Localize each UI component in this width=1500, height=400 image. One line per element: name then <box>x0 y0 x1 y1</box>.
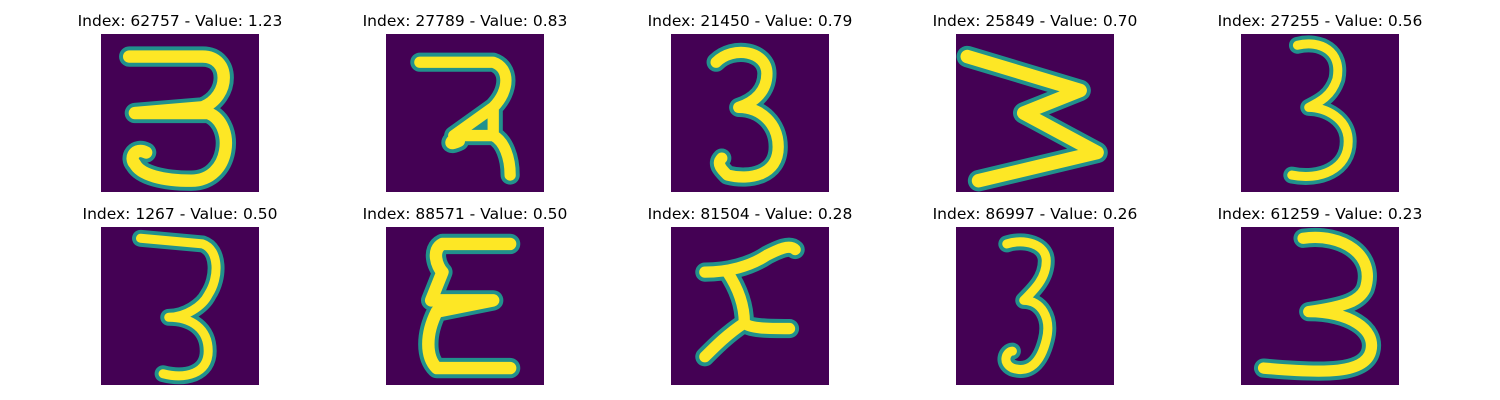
panel-title: Index: 86997 - Value: 0.26 <box>932 205 1138 223</box>
digit-image <box>671 34 829 192</box>
digit-image <box>1241 34 1399 192</box>
panel-title: Index: 61259 - Value: 0.23 <box>1217 205 1423 223</box>
digit-image <box>101 34 259 192</box>
panel-7: Index: 88571 - Value: 0.50 <box>335 193 595 385</box>
panel-8: Index: 81504 - Value: 0.28 <box>620 193 880 385</box>
panel-4: Index: 25849 - Value: 0.70 <box>905 0 1165 192</box>
panel-title: Index: 25849 - Value: 0.70 <box>932 12 1138 30</box>
digit-image <box>101 227 259 385</box>
digit-image <box>956 227 1114 385</box>
digit-image <box>956 34 1114 192</box>
panel-title: Index: 27255 - Value: 0.56 <box>1217 12 1423 30</box>
digit-image <box>386 34 544 192</box>
panel-title: Index: 21450 - Value: 0.79 <box>647 12 853 30</box>
digit-image <box>671 227 829 385</box>
panel-6: Index: 1267 - Value: 0.50 <box>50 193 310 385</box>
panel-title: Index: 1267 - Value: 0.50 <box>82 205 278 223</box>
panel-1: Index: 62757 - Value: 1.23 <box>50 0 310 192</box>
digit-image <box>386 227 544 385</box>
panel-2: Index: 27789 - Value: 0.83 <box>335 0 595 192</box>
panel-title: Index: 27789 - Value: 0.83 <box>362 12 568 30</box>
panel-3: Index: 21450 - Value: 0.79 <box>620 0 880 192</box>
panel-5: Index: 27255 - Value: 0.56 <box>1190 0 1450 192</box>
panel-9: Index: 86997 - Value: 0.26 <box>905 193 1165 385</box>
panel-title: Index: 81504 - Value: 0.28 <box>647 205 853 223</box>
digit-image <box>1241 227 1399 385</box>
panel-title: Index: 62757 - Value: 1.23 <box>77 12 283 30</box>
panel-title: Index: 88571 - Value: 0.50 <box>362 205 568 223</box>
panel-10: Index: 61259 - Value: 0.23 <box>1190 193 1450 385</box>
